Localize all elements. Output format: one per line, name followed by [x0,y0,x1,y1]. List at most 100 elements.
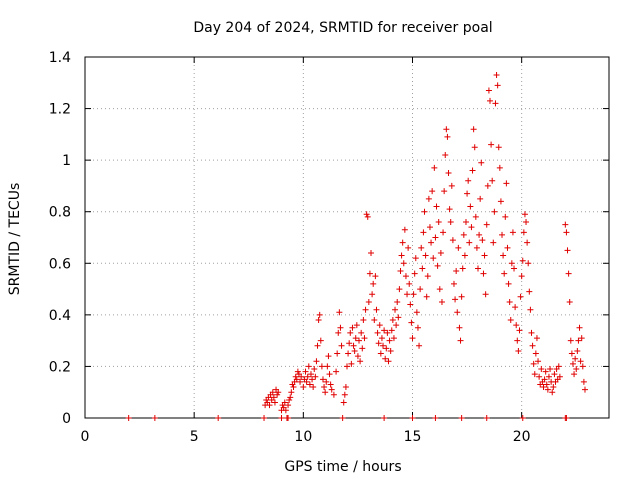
data-point [384,329,391,336]
data-point [562,221,569,228]
data-point [440,229,447,236]
data-point [485,87,492,94]
data-point [317,337,324,344]
data-point [508,260,515,267]
data-point [432,234,439,241]
data-point [390,335,397,342]
data-point [575,337,582,344]
data-point [418,244,425,251]
data-point [446,206,453,213]
data-point [401,226,408,233]
data-point [571,371,578,378]
data-point [419,265,426,272]
y-tick-label: 0.6 [49,256,71,272]
data-point [472,213,479,220]
data-point [494,82,501,89]
data-point [345,350,352,357]
data-point [479,237,486,244]
data-point [483,415,490,421]
data-point [496,164,503,171]
data-point [431,164,438,171]
data-point [342,384,349,391]
data-point [445,170,452,177]
data-point [421,208,428,215]
data-point [395,314,402,321]
data-point [315,317,322,324]
data-point [398,252,405,259]
data-point [266,402,273,409]
data-point [292,373,299,380]
data-point [321,384,328,391]
data-point [504,244,511,251]
data-point [261,415,268,421]
data-point [371,317,378,324]
data-point [578,335,585,342]
data-point [434,262,441,269]
data-point [426,224,433,231]
data-point [393,322,400,329]
data-point [359,345,366,352]
data-point [528,329,535,336]
data-point [362,306,369,313]
data-point [525,260,532,267]
data-point [524,239,531,246]
data-point [477,195,484,202]
data-point [433,203,440,210]
data-point [357,358,364,365]
data-point [511,265,518,272]
data-point [563,415,570,421]
data-point [413,309,420,316]
data-point [388,327,395,334]
data-point [302,368,309,375]
y-tick-label: 0.2 [49,359,71,375]
data-point [565,270,572,277]
data-point [516,327,523,334]
data-point [540,384,547,391]
data-point [466,239,473,246]
data-point [399,239,406,246]
data-point [300,384,307,391]
data-point [517,293,524,300]
data-point [316,311,323,318]
x-tick-label: 0 [81,429,90,445]
data-point [519,257,526,264]
data-point [282,407,289,414]
data-point [416,342,423,349]
data-point [406,280,413,287]
data-point [274,391,281,398]
data-point [484,182,491,189]
data-point [294,368,301,375]
data-point [475,265,481,272]
data-point [482,291,489,298]
data-point [338,342,345,349]
data-point [270,394,277,401]
data-point [392,306,399,313]
data-point [304,373,311,380]
data-point [579,363,586,370]
data-point [351,347,358,354]
data-point [424,273,431,280]
data-point [307,371,314,378]
y-tick-label: 1.4 [49,50,71,66]
x-tick-label: 20 [513,429,531,445]
data-point [452,296,459,303]
data-point [527,306,534,313]
data-point [442,151,449,158]
data-point [493,72,500,79]
data-point [551,371,558,378]
data-point [470,126,477,133]
data-point [544,386,551,393]
data-point [465,177,472,184]
data-point [290,384,297,391]
y-tick-label: 0 [62,411,71,427]
data-point [386,337,393,344]
data-point [443,126,450,133]
data-point [435,219,442,226]
data-point [377,350,384,357]
data-point [473,244,480,251]
data-point [425,195,432,202]
data-point [310,384,317,391]
data-point [336,309,343,316]
data-point [480,270,487,277]
y-axis-label: SRMTID / TECUs [7,183,23,296]
